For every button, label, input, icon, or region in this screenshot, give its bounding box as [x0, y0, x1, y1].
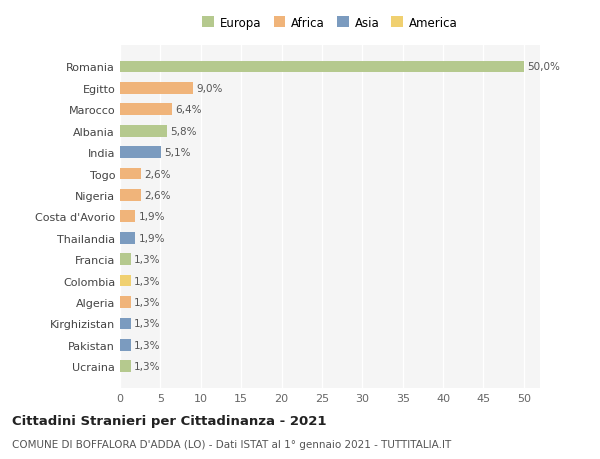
Text: 9,0%: 9,0%	[196, 84, 222, 94]
Bar	[120, 168, 141, 180]
Bar	[120, 318, 131, 330]
Bar	[120, 83, 193, 95]
Text: COMUNE DI BOFFALORA D'ADDA (LO) - Dati ISTAT al 1° gennaio 2021 - TUTTITALIA.IT: COMUNE DI BOFFALORA D'ADDA (LO) - Dati I…	[12, 440, 451, 449]
Bar	[120, 339, 131, 351]
Text: 6,4%: 6,4%	[175, 105, 202, 115]
Text: 1,3%: 1,3%	[134, 276, 160, 286]
Text: 5,1%: 5,1%	[164, 148, 191, 158]
Text: 1,9%: 1,9%	[139, 212, 165, 222]
Text: 1,3%: 1,3%	[134, 255, 160, 264]
Text: 1,3%: 1,3%	[134, 297, 160, 308]
Bar	[120, 62, 524, 73]
Bar	[120, 190, 141, 202]
Bar	[120, 211, 136, 223]
Bar	[120, 147, 161, 159]
Bar	[120, 126, 167, 137]
Text: 1,9%: 1,9%	[139, 233, 165, 243]
Text: 5,8%: 5,8%	[170, 126, 197, 136]
Bar	[120, 275, 131, 287]
Bar	[120, 232, 136, 244]
Text: 1,3%: 1,3%	[134, 361, 160, 371]
Text: 1,3%: 1,3%	[134, 319, 160, 329]
Bar	[120, 297, 131, 308]
Bar	[120, 104, 172, 116]
Text: 2,6%: 2,6%	[144, 190, 171, 201]
Bar	[120, 254, 131, 265]
Text: 2,6%: 2,6%	[144, 169, 171, 179]
Text: Cittadini Stranieri per Cittadinanza - 2021: Cittadini Stranieri per Cittadinanza - 2…	[12, 414, 326, 428]
Legend: Europa, Africa, Asia, America: Europa, Africa, Asia, America	[199, 13, 461, 33]
Text: 50,0%: 50,0%	[527, 62, 560, 73]
Bar	[120, 361, 131, 372]
Text: 1,3%: 1,3%	[134, 340, 160, 350]
